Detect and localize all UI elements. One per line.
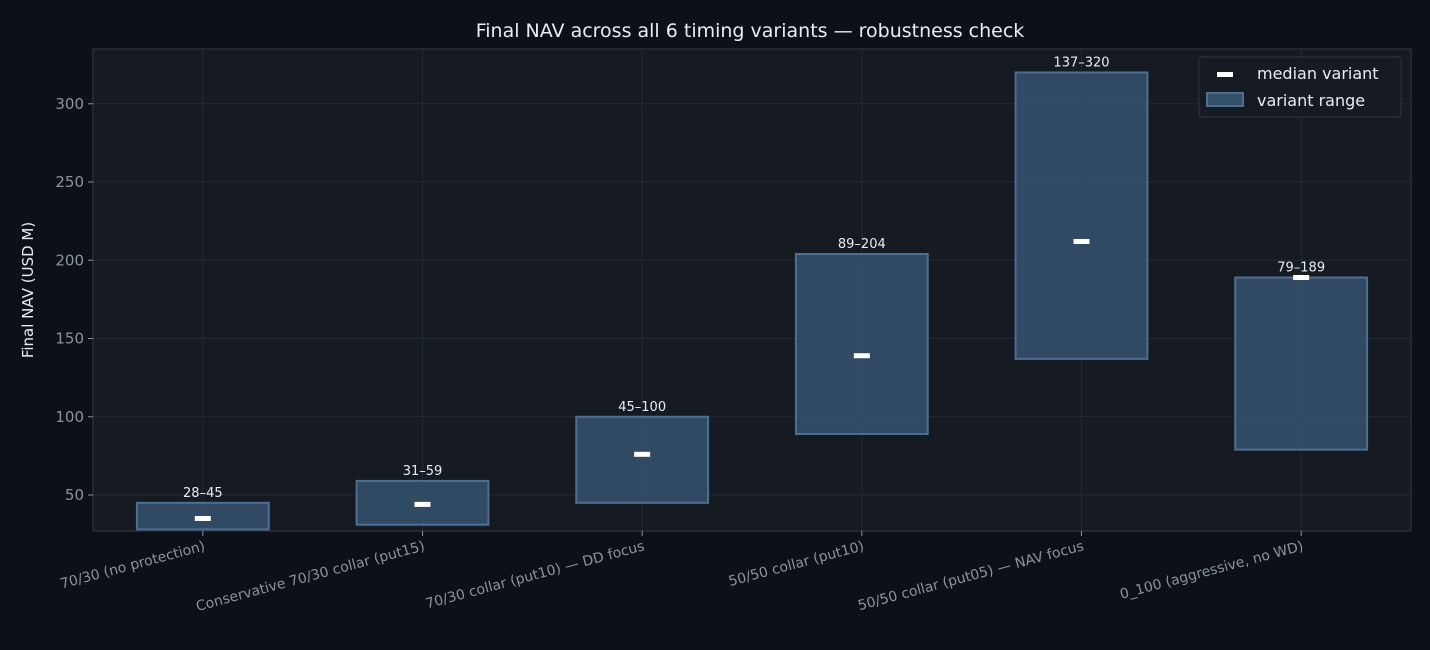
y-tick-label: 150 bbox=[55, 330, 84, 348]
x-tick-label: 50/50 collar (put10) bbox=[727, 538, 866, 590]
median-marker bbox=[1293, 274, 1310, 280]
y-axis-label: Final NAV (USD M) bbox=[19, 222, 37, 358]
median-marker bbox=[853, 353, 870, 359]
median-marker bbox=[1073, 238, 1090, 244]
range-labels: 28–45 31–59 45–100 89–204 137–320 79–189 bbox=[183, 55, 1325, 500]
x-tick-label: Conservative 70/30 collar (put15) bbox=[194, 538, 426, 615]
range-label: 89–204 bbox=[838, 237, 886, 252]
plot-area bbox=[93, 49, 1411, 531]
y-axis-ticks: 50 100 150 200 250 300 bbox=[55, 95, 93, 504]
legend-range-swatch bbox=[1206, 92, 1244, 107]
x-axis-ticks: 70/30 (no protection)Conservative 70/30 … bbox=[59, 531, 1305, 615]
x-tick-label: 70/30 collar (put10) — DD focus bbox=[424, 538, 646, 612]
range-bar bbox=[575, 415, 710, 504]
y-tick-label: 200 bbox=[55, 251, 84, 269]
legend: median variant variant range bbox=[1198, 56, 1402, 118]
range-label: 79–189 bbox=[1277, 260, 1325, 275]
y-tick-label: 50 bbox=[65, 486, 84, 504]
range-label: 28–45 bbox=[183, 486, 223, 501]
x-tick-label: 0_100 (aggressive, no WD) bbox=[1118, 538, 1305, 602]
chart-title: Final NAV across all 6 timing variants —… bbox=[476, 20, 1025, 42]
median-markers bbox=[194, 238, 1310, 521]
legend-median-swatch bbox=[1217, 72, 1233, 77]
x-tick-label: 50/50 collar (put05) — NAV focus bbox=[856, 538, 1085, 614]
range-label: 31–59 bbox=[403, 464, 443, 479]
range-label: 137–320 bbox=[1053, 55, 1109, 70]
legend-range-label: variant range bbox=[1257, 91, 1365, 110]
y-tick-label: 100 bbox=[55, 408, 84, 426]
bars bbox=[135, 71, 1369, 531]
legend-median-label: median variant bbox=[1257, 64, 1379, 83]
range-bar bbox=[1234, 276, 1369, 451]
median-marker bbox=[414, 501, 431, 507]
range-label: 45–100 bbox=[618, 400, 666, 415]
range-bar bbox=[794, 253, 929, 435]
x-tick-label: 70/30 (no protection) bbox=[59, 538, 207, 592]
y-tick-label: 300 bbox=[55, 95, 84, 113]
y-tick-label: 250 bbox=[55, 173, 84, 191]
plot-frame bbox=[92, 48, 1412, 532]
legend-box bbox=[1198, 56, 1402, 118]
median-marker bbox=[634, 451, 651, 457]
median-marker bbox=[194, 515, 211, 521]
range-bar bbox=[1014, 71, 1149, 360]
